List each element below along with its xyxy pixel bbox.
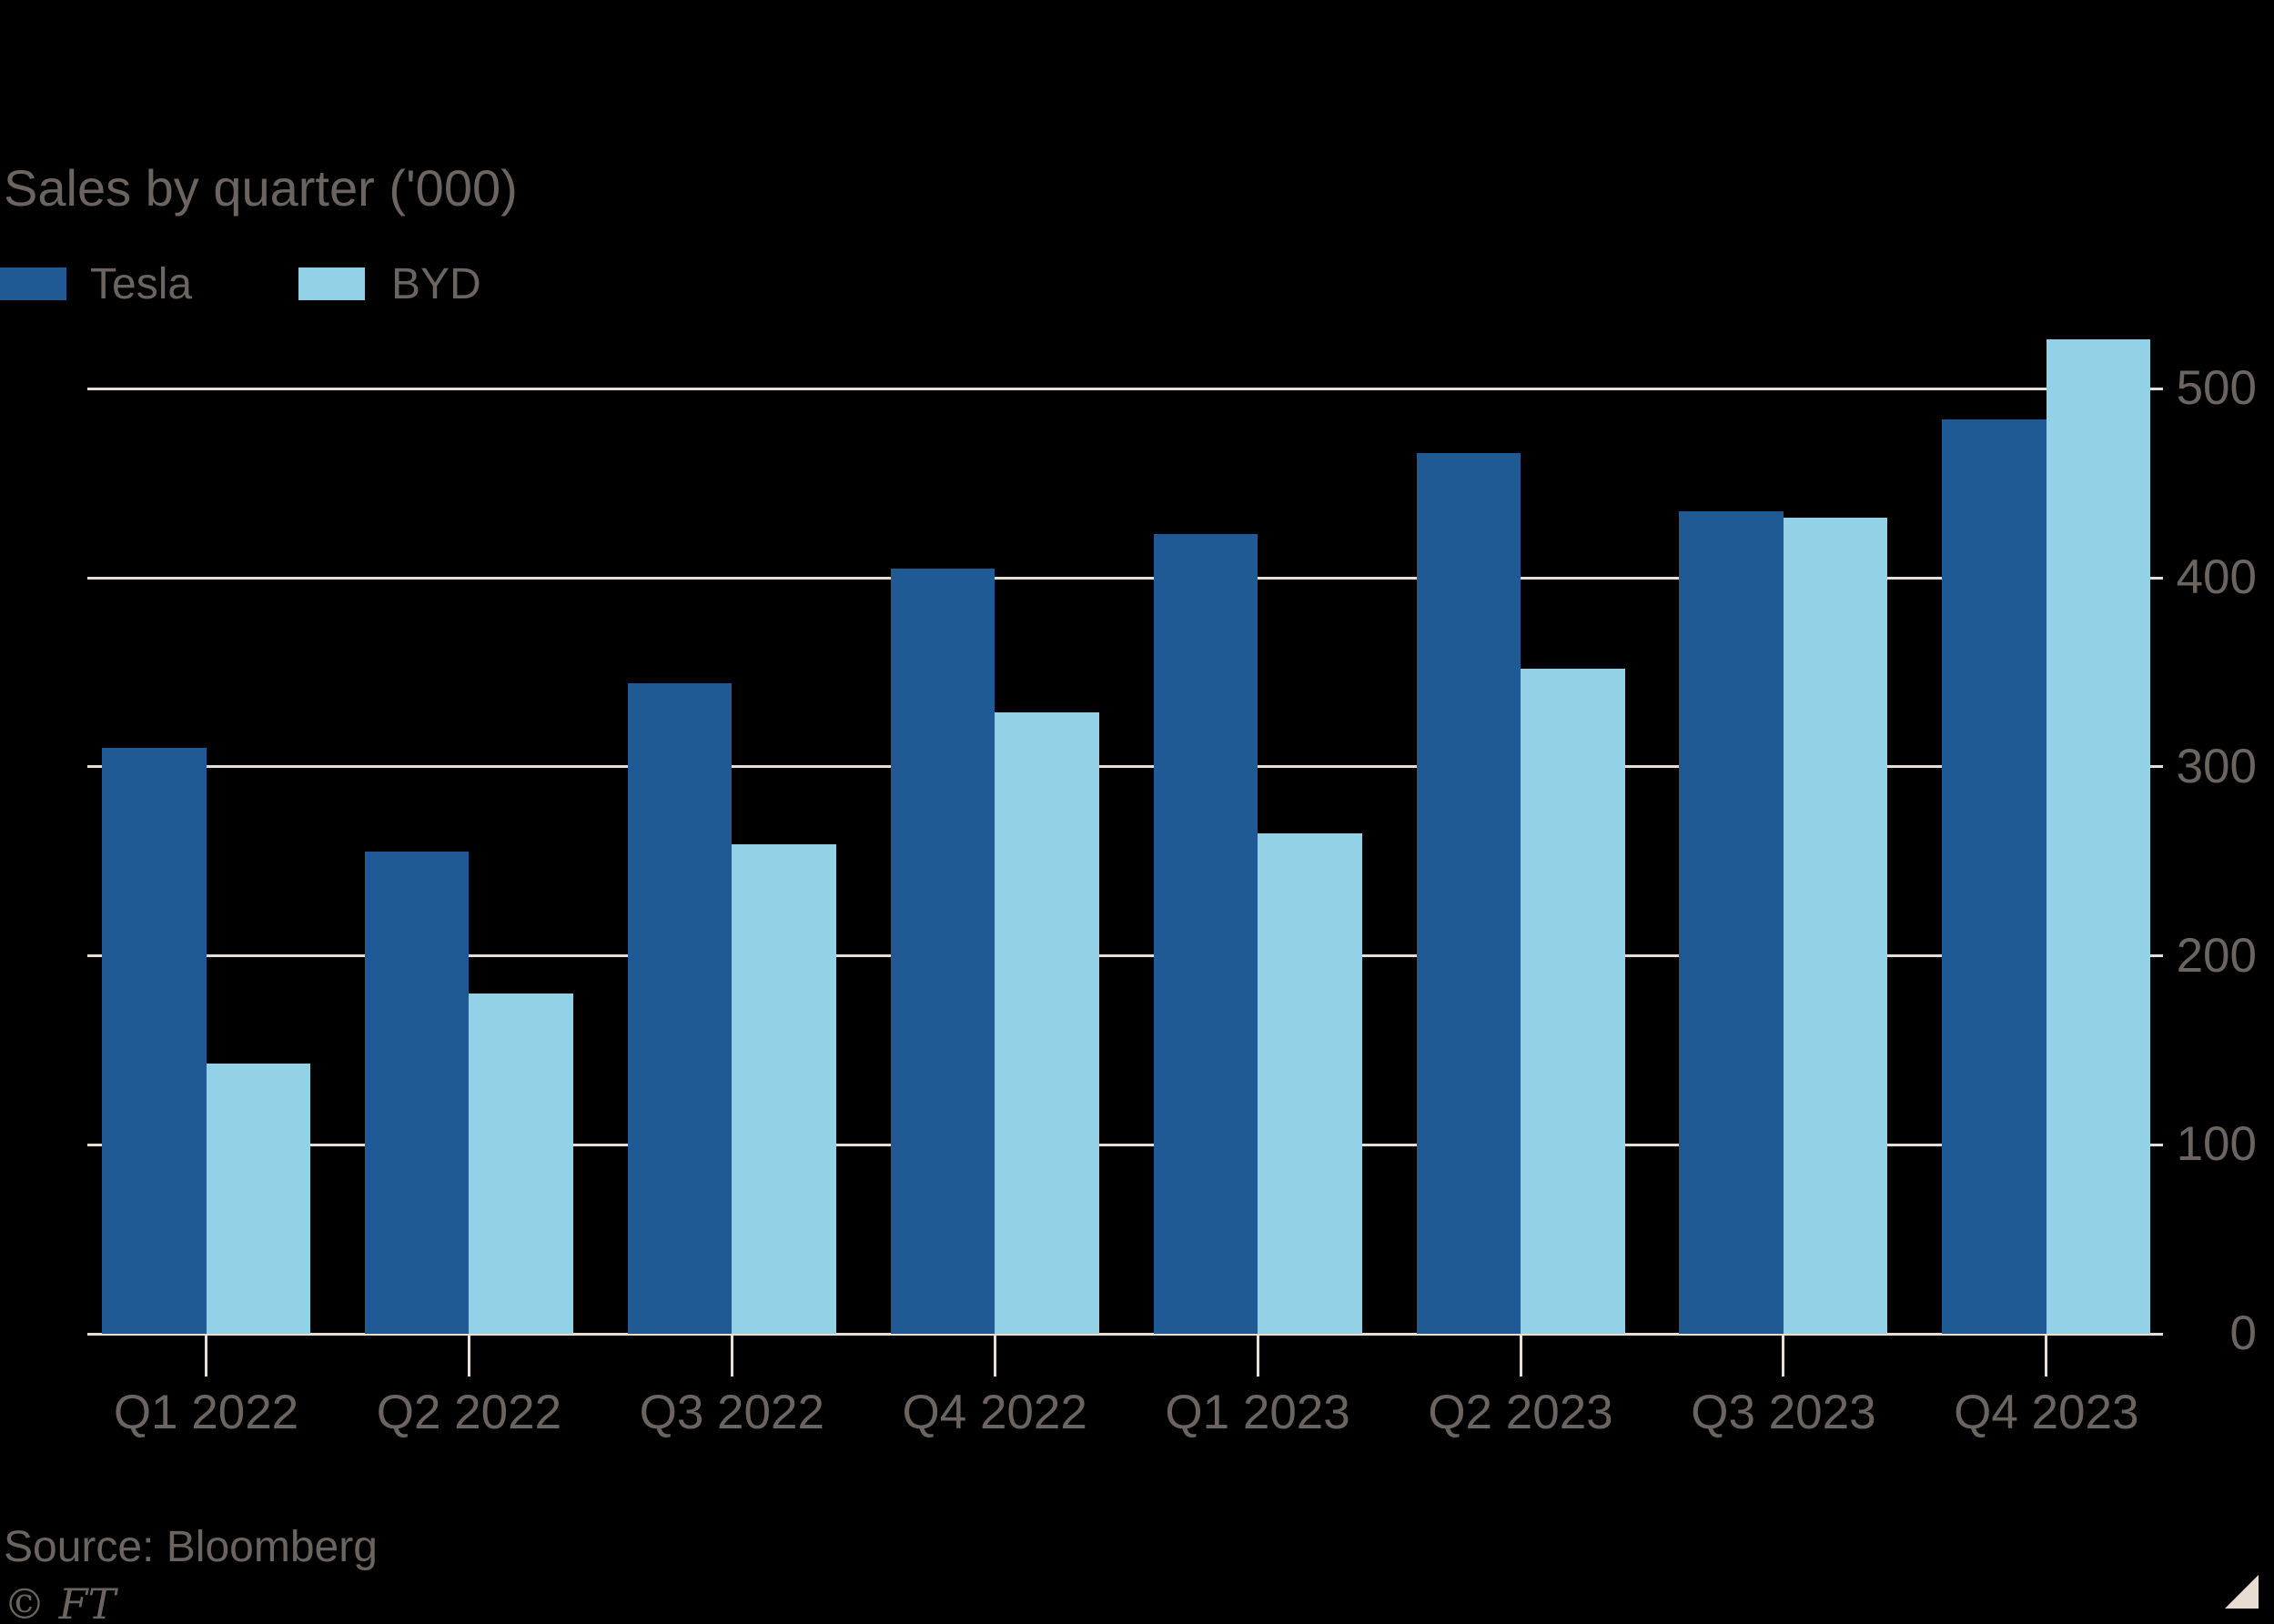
x-axis-label-q2-2022: Q2 2022 xyxy=(376,1386,562,1439)
y-axis-label-500: 500 xyxy=(2176,361,2257,416)
x-axis-tick-q1-2022 xyxy=(205,1334,207,1377)
x-axis-label-q3-2023: Q3 2023 xyxy=(1691,1386,1876,1439)
y-axis-label-300: 300 xyxy=(2176,739,2257,793)
y-axis-label-100: 100 xyxy=(2176,1117,2257,1172)
x-axis-tick-q4-2023 xyxy=(2045,1334,2048,1377)
y-gridline-400 xyxy=(87,576,2163,580)
legend: Tesla BYD xyxy=(0,260,819,308)
legend-label-byd: BYD xyxy=(391,260,481,308)
x-axis-label-q1-2022: Q1 2022 xyxy=(113,1386,299,1439)
legend-label-tesla: Tesla xyxy=(90,260,193,308)
x-axis-label-q2-2023: Q2 2023 xyxy=(1428,1386,1613,1439)
bar-tesla-q2-2023 xyxy=(1416,452,1521,1334)
bar-tesla-q4-2022 xyxy=(890,568,996,1334)
bar-byd-q2-2022 xyxy=(469,994,573,1334)
x-axis-tick-q4-2022 xyxy=(993,1334,996,1377)
bar-tesla-q4-2023 xyxy=(1942,419,2047,1334)
chart-title: Sales by quarter ('000) xyxy=(4,159,518,217)
bar-byd-q1-2022 xyxy=(206,1063,310,1334)
bar-byd-q4-2023 xyxy=(2046,339,2151,1334)
x-axis-label-q1-2023: Q1 2023 xyxy=(1165,1386,1350,1439)
y-gridline-300 xyxy=(87,765,2163,769)
bar-tesla-q1-2022 xyxy=(102,748,207,1334)
x-axis-tick-q2-2023 xyxy=(1519,1334,1522,1377)
legend-swatch-byd xyxy=(298,267,365,300)
x-axis-tick-q2-2022 xyxy=(467,1334,470,1377)
y-gridline-200 xyxy=(87,954,2163,957)
bar-byd-q4-2022 xyxy=(995,711,1099,1334)
ft-copyright: © FT xyxy=(4,1579,116,1624)
y-axis-label-200: 200 xyxy=(2176,928,2257,983)
bar-tesla-q3-2022 xyxy=(627,683,733,1334)
bar-byd-q3-2022 xyxy=(732,843,836,1334)
source-note: Source: Bloomberg xyxy=(4,1523,378,1571)
x-axis-tick-q3-2022 xyxy=(730,1334,733,1377)
y-axis-label-0: 0 xyxy=(2229,1306,2257,1360)
bar-byd-q2-2023 xyxy=(1521,668,1625,1334)
bar-byd-q1-2023 xyxy=(1258,832,1362,1334)
bar-tesla-q1-2023 xyxy=(1153,534,1258,1334)
x-axis-label-q4-2023: Q4 2023 xyxy=(1954,1386,2139,1439)
y-axis-label-400: 400 xyxy=(2176,550,2257,604)
y-gridline-100 xyxy=(87,1143,2163,1146)
legend-swatch-tesla xyxy=(0,267,66,300)
bar-tesla-q3-2023 xyxy=(1679,511,1784,1334)
x-axis-tick-q3-2023 xyxy=(1782,1334,1785,1377)
bar-tesla-q2-2022 xyxy=(364,852,470,1334)
x-axis-tick-q1-2023 xyxy=(1256,1334,1259,1377)
x-axis-baseline xyxy=(87,1332,2163,1336)
x-axis-label-q3-2022: Q3 2022 xyxy=(639,1386,824,1439)
x-axis-label-q4-2022: Q4 2022 xyxy=(902,1386,1087,1439)
ft-corner-triangle-icon xyxy=(2225,1575,2259,1609)
bar-byd-q3-2023 xyxy=(1783,517,1888,1334)
y-gridline-500 xyxy=(87,387,2163,390)
